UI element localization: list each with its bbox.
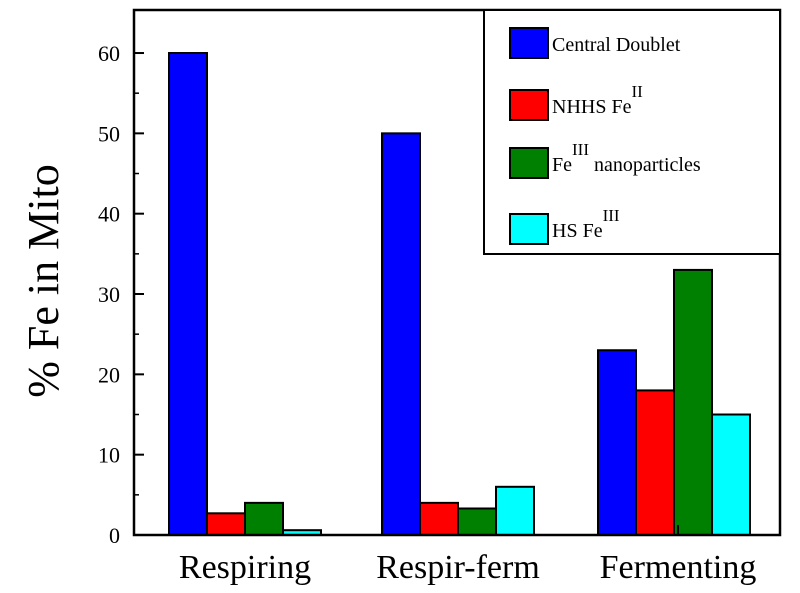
legend: Central Doublet NHHS FeII FeIII nanopartic…: [483, 9, 781, 255]
x-tick-label: Respiring: [179, 549, 311, 586]
x-tick-label: Respir-ferm: [376, 549, 540, 586]
bars-group: [168, 52, 751, 537]
legend-swatch: [509, 147, 549, 179]
y-tick-label: 20: [98, 362, 120, 387]
y-tick-label: 50: [98, 121, 120, 146]
bar-hs-fe-iii-respir-ferm: [495, 485, 535, 536]
bar-central-doublet-respiring: [168, 52, 208, 537]
y-tick-label: 0: [109, 523, 120, 548]
y-tick-label: 60: [98, 41, 120, 66]
bar-fe-iii-nanoparticles-fermenting: [673, 268, 713, 536]
bar-nhhs-fe-ii-fermenting: [635, 389, 675, 536]
legend-swatch: [509, 213, 549, 245]
y-tick-label: 10: [98, 443, 120, 468]
legend-label: Central Doublet: [552, 34, 681, 56]
bar-nhhs-fe-ii-respir-ferm: [419, 501, 459, 537]
legend-swatch: [509, 27, 549, 59]
bar-fe-iii-nanoparticles-respiring: [244, 501, 284, 537]
legend-swatch: [509, 89, 549, 121]
y-tick-label: 40: [98, 202, 120, 227]
bar-nhhs-fe-ii-respiring: [206, 512, 246, 537]
legend-label: HS FeIII: [552, 206, 620, 242]
legend-label: FeIII nanoparticles: [552, 140, 701, 176]
y-axis-label: % Fe in Mito: [19, 164, 68, 397]
axes-group: 0 10 20 30 40 50 60 Respiring Respir-ferm Ferment…: [98, 8, 782, 586]
bar-central-doublet-fermenting: [597, 349, 637, 536]
bar-hs-fe-iii-fermenting: [711, 413, 751, 537]
bar-fe-iii-nanoparticles-respir-ferm: [457, 507, 497, 536]
legend-label: NHHS FeII: [552, 82, 643, 118]
y-tick-label: 30: [98, 282, 120, 307]
bar-central-doublet-respir-ferm: [381, 132, 421, 536]
x-tick-label: Fermenting: [600, 549, 757, 586]
